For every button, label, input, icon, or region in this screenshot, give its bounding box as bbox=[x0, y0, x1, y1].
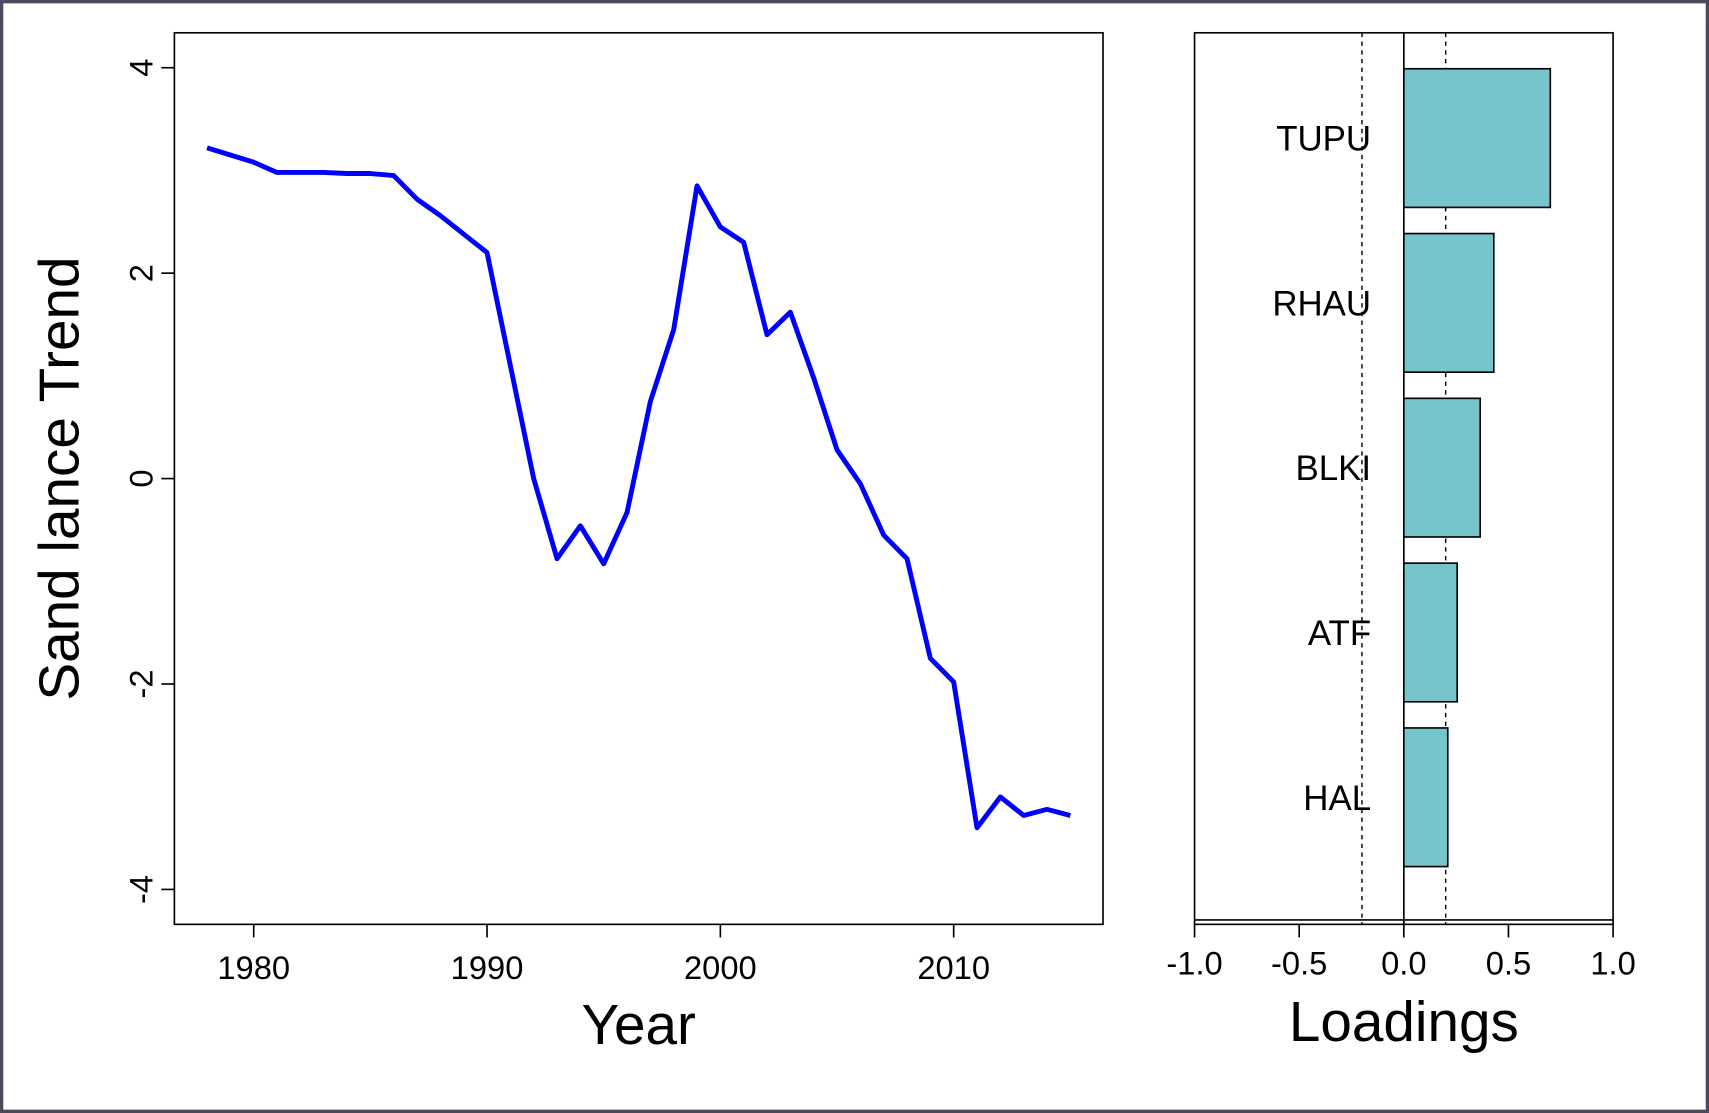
y-tick-label: -4 bbox=[123, 875, 160, 904]
figure: -4 -2 0 2 4 1980 1990 2000 2010 Year Sand lance Tr… bbox=[0, 0, 1709, 1113]
x-tick-label: 2000 bbox=[684, 949, 757, 986]
x-tick-label: -1.0 bbox=[1166, 944, 1222, 981]
category-label: HAL bbox=[1303, 779, 1371, 818]
x-axis-title: Loadings bbox=[1289, 991, 1519, 1054]
bar bbox=[1404, 563, 1457, 702]
category-label: TUPU bbox=[1276, 120, 1371, 159]
y-axis-title: Sand lance Trend bbox=[28, 257, 91, 701]
page: {"chart_data":[ {"type":"line","x_label"… bbox=[0, 0, 1709, 1113]
bar bbox=[1404, 728, 1448, 867]
x-tick-label: 1.0 bbox=[1590, 944, 1635, 981]
category-label: ATF bbox=[1308, 614, 1371, 653]
bar bbox=[1404, 234, 1494, 373]
x-tick-label: 1990 bbox=[451, 949, 524, 986]
x-axis-title: Year bbox=[581, 994, 695, 1057]
y-tick-label: 2 bbox=[123, 264, 160, 282]
y-tick-label: -2 bbox=[123, 669, 160, 698]
x-tick-label: 2010 bbox=[917, 949, 990, 986]
category-label: BLKI bbox=[1296, 449, 1372, 488]
x-tick-label: -0.5 bbox=[1271, 944, 1327, 981]
bar bbox=[1404, 69, 1550, 208]
category-label: RHAU bbox=[1272, 284, 1371, 323]
x-tick-label: 0.0 bbox=[1381, 944, 1426, 981]
y-tick-label: 4 bbox=[123, 59, 160, 77]
bar bbox=[1404, 398, 1480, 537]
y-tick-label: 0 bbox=[123, 469, 160, 487]
x-tick-label: 1980 bbox=[217, 949, 290, 986]
x-tick-label: 0.5 bbox=[1486, 944, 1531, 981]
